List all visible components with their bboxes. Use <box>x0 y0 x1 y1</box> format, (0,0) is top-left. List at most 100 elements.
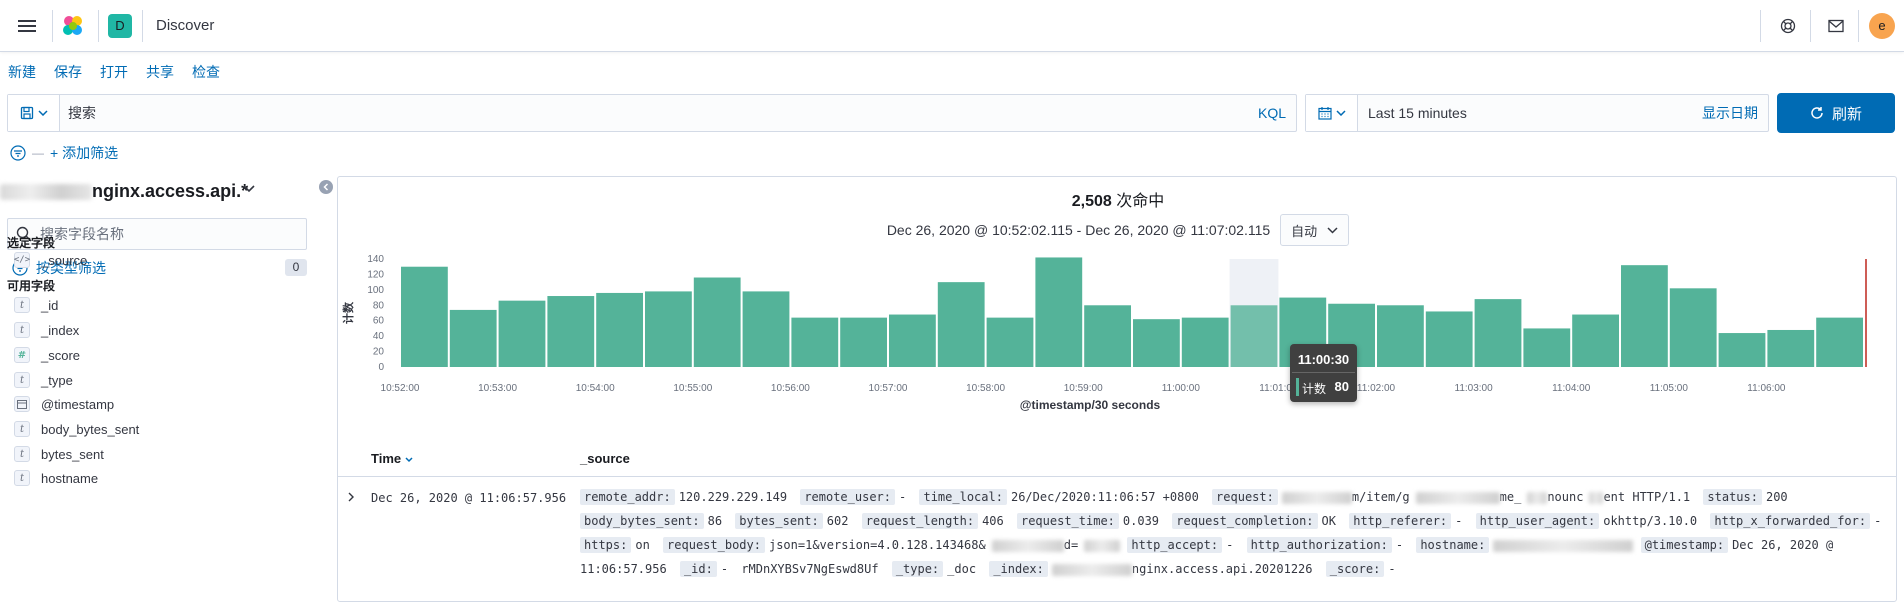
field-name: @timestamp <box>41 396 115 412</box>
histogram-bar <box>1669 288 1717 367</box>
date-range-label: Dec 26, 2020 @ 10:52:02.115 - Dec 26, 20… <box>886 222 1271 238</box>
source-field-value: d= <box>1063 538 1079 552</box>
time-range-text[interactable]: Last 15 minutes <box>1368 105 1467 121</box>
available-fields-title: 可用字段 <box>7 279 56 293</box>
open-link[interactable]: 打开 <box>100 64 128 80</box>
source-field-value: 602 <box>826 514 849 528</box>
histogram-bar <box>498 300 546 367</box>
field-item-index[interactable]: t _index <box>14 318 314 342</box>
time-column-header[interactable]: Time <box>371 451 413 466</box>
chevron-down-icon <box>1335 110 1346 116</box>
app-header: D Discover e <box>0 0 1904 52</box>
source-field-key: https: <box>580 537 632 553</box>
user-avatar[interactable]: e <box>1862 0 1902 51</box>
x-tick-label: 10:54:00 <box>576 383 615 394</box>
field-search-input[interactable] <box>40 219 300 249</box>
field-item-score[interactable]: # _score <box>14 343 314 367</box>
time-picker: Last 15 minutes 显示日期 <box>1305 94 1769 132</box>
field-name: hostname <box>41 470 99 486</box>
inspect-link[interactable]: 检查 <box>192 64 220 80</box>
add-filter-button[interactable]: + 添加筛选 <box>50 145 119 161</box>
x-tick-label: 11:01:00 <box>1259 383 1298 394</box>
source-field-key: request: <box>1212 489 1278 505</box>
interval-value: 自动 <box>1291 223 1318 239</box>
field-item-hostname[interactable]: t hostname <box>14 466 314 490</box>
histogram-bar <box>1523 328 1571 367</box>
help-icon[interactable] <box>1766 0 1810 51</box>
expand-row-icon[interactable] <box>347 492 355 502</box>
field-item-timestamp[interactable]: @timestamp <box>14 392 314 416</box>
source-field-value: 200 <box>1765 490 1788 504</box>
redacted-index-prefix <box>0 184 92 200</box>
field-name: _type <box>41 372 73 388</box>
saved-query-button[interactable] <box>8 95 60 131</box>
tooltip-label: 计数 <box>1302 382 1327 396</box>
source-field-value: - <box>1226 538 1234 552</box>
tooltip-title: 11:00:30 <box>1297 352 1350 367</box>
redacted-value <box>1281 491 1352 504</box>
newsfeed-mail-icon[interactable] <box>1814 0 1858 51</box>
field-item-type[interactable]: t _type <box>14 368 314 392</box>
source-field-key: _id: <box>679 561 717 577</box>
x-tick-label: 11:00:00 <box>1162 383 1201 394</box>
kibana-logo-icon[interactable] <box>56 0 90 51</box>
source-field-value: Dec 26, 2020 @ 11:06:57.956 <box>580 538 1834 576</box>
field-search-box <box>7 218 307 250</box>
source-field-key: request_time: <box>1016 513 1119 529</box>
redacted-value <box>991 539 1064 552</box>
refresh-button[interactable]: 刷新 <box>1777 93 1895 133</box>
source-field-value: on <box>635 538 650 552</box>
histogram-bar <box>742 291 790 367</box>
source-column-header: _source <box>580 451 630 466</box>
show-dates-link[interactable]: 显示日期 <box>1702 105 1758 121</box>
field-item-body-bytes-sent[interactable]: t body_bytes_sent <box>14 417 314 441</box>
histogram-bar <box>1767 329 1815 367</box>
histogram-bar <box>1181 317 1229 367</box>
y-tick-label: 80 <box>373 300 385 311</box>
query-input[interactable] <box>68 95 1218 131</box>
share-link[interactable]: 共享 <box>146 64 174 80</box>
string-type-icon: t <box>14 446 30 462</box>
field-item-source[interactable]: </> _source <box>14 248 314 272</box>
source-field-key: body_bytes_sent: <box>580 513 704 529</box>
quick-time-menu-button[interactable] <box>1306 95 1358 131</box>
histogram-bar <box>1816 317 1863 367</box>
collapse-sidebar-icon[interactable] <box>319 180 333 194</box>
histogram-bar <box>937 282 985 367</box>
kql-language-toggle[interactable]: KQL <box>1257 105 1286 121</box>
new-link[interactable]: 新建 <box>8 64 36 80</box>
filter-menu-icon[interactable] <box>10 145 26 161</box>
save-link[interactable]: 保存 <box>54 64 82 80</box>
selected-fields-title: 选定字段 <box>7 236 56 250</box>
index-pattern-selector[interactable]: nginx.access.api.* <box>0 176 330 208</box>
source-field-value: - <box>1874 514 1882 528</box>
x-tick-label: 11:05:00 <box>1650 383 1689 394</box>
histogram-chart[interactable]: 0 20 40 60 80 100 120 140 计数 10:52:00 10:53:00 10:5… <box>338 253 1897 443</box>
redacted-value <box>1415 491 1500 504</box>
chart-tooltip: 11:00:30 计数 80 <box>1290 344 1357 402</box>
histogram-bar <box>1425 311 1473 367</box>
histogram-bar <box>1377 305 1424 367</box>
source-field-value: - <box>899 490 907 504</box>
breadcrumb-discover: Discover <box>156 17 215 34</box>
source-field-key: bytes_sent: <box>735 513 823 529</box>
top-nav-menu: 新建 保存 打开 共享 检查 <box>8 62 220 82</box>
interval-select[interactable]: 自动 <box>1280 214 1350 246</box>
field-item-bytes-sent[interactable]: t bytes_sent <box>14 442 314 466</box>
histogram-bar <box>547 296 595 367</box>
source-field-value: okhttp/3.10.0 <box>1603 514 1698 528</box>
menu-icon[interactable] <box>10 0 44 51</box>
field-item-id[interactable]: t _id <box>14 293 314 317</box>
filter-by-type[interactable]: 按类型筛选 0 <box>12 256 307 280</box>
histogram-bar <box>1084 305 1131 367</box>
source-field-key: request_body: <box>663 537 765 553</box>
source-type-icon: </> <box>14 252 30 268</box>
field-name: _id <box>41 297 59 313</box>
y-tick-label: 100 <box>367 285 384 296</box>
y-axis-label: 计数 <box>341 301 355 324</box>
refresh-label: 刷新 <box>1831 105 1862 123</box>
field-name: bytes_sent <box>41 446 104 462</box>
doc-source-fields: remote_addr: 120.229.229.149 remote_user:… <box>580 485 1890 581</box>
space-avatar[interactable]: D <box>106 0 134 51</box>
histogram-bar <box>596 292 643 367</box>
